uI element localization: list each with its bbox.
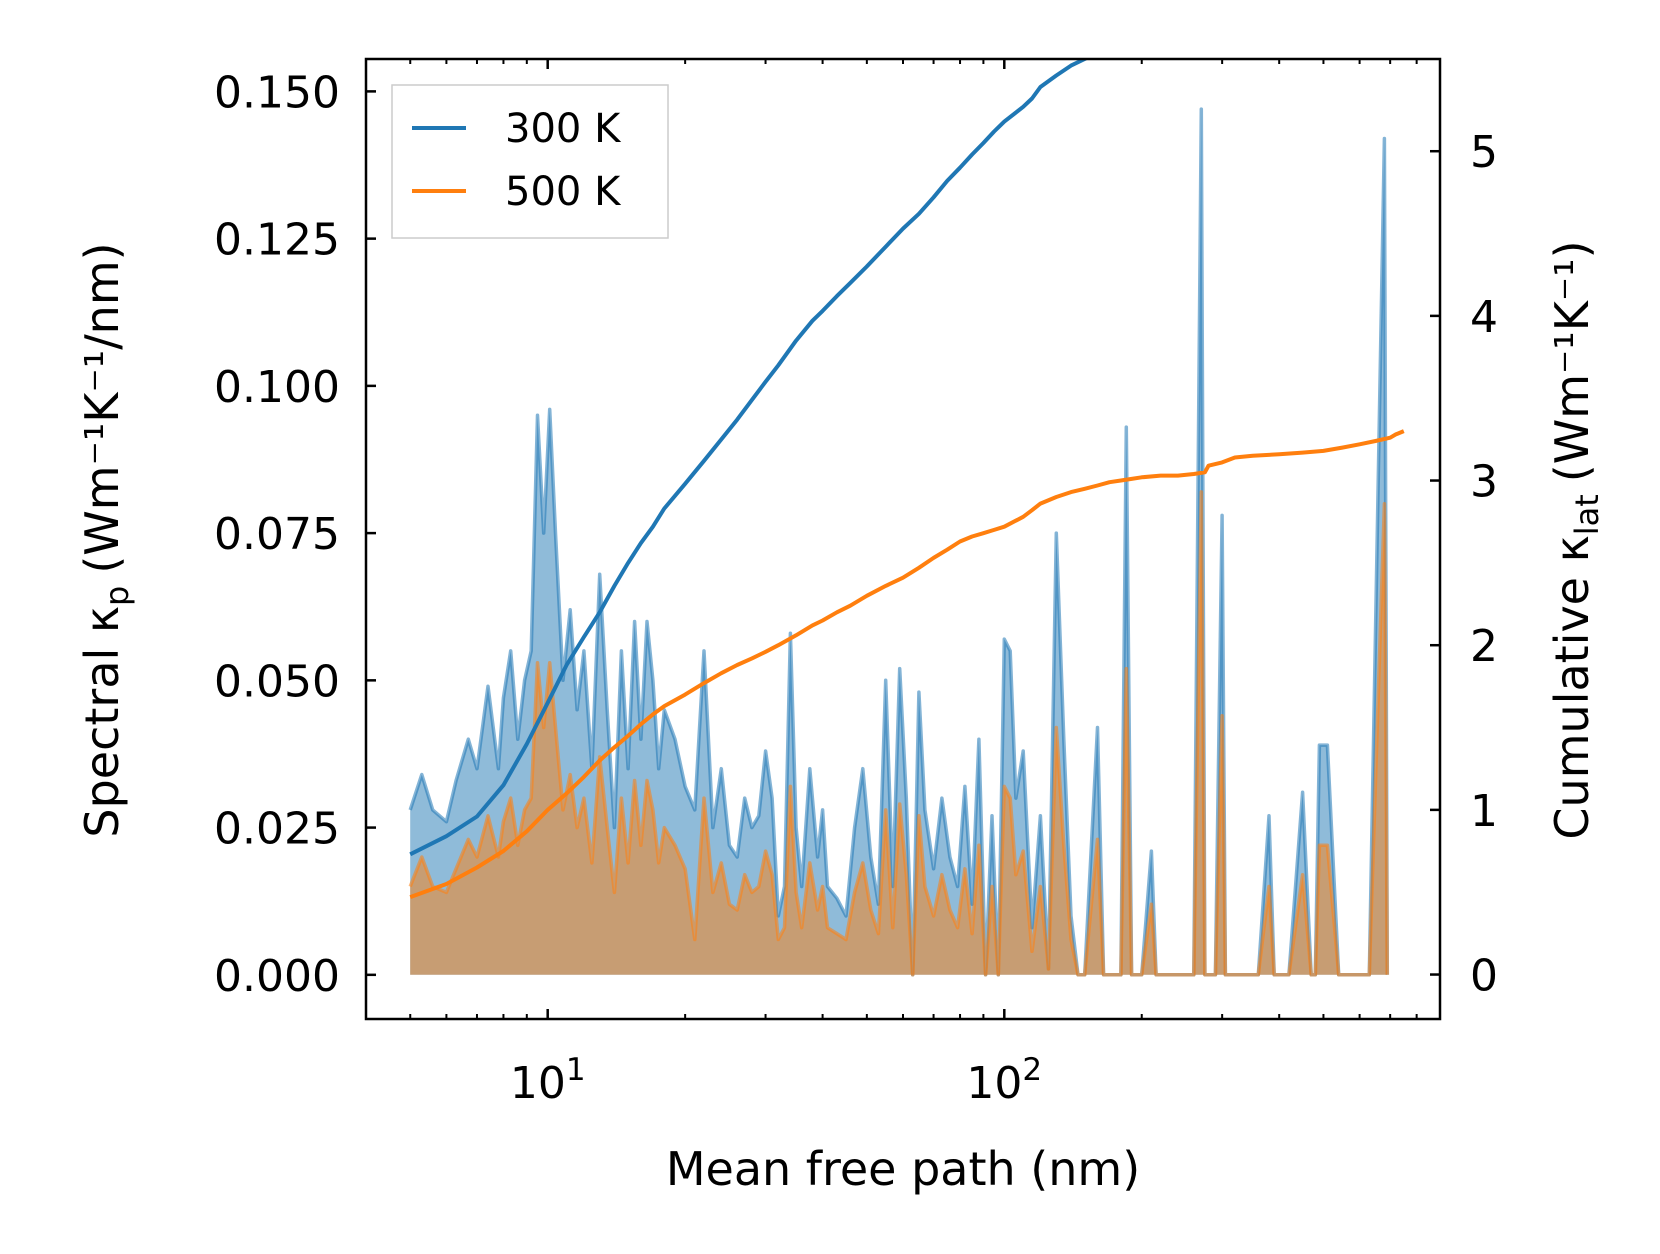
- legend-label-300k: 300 K: [505, 106, 622, 152]
- y-left-tick-label: 0.000: [214, 951, 340, 1002]
- spectral-fills: [408, 107, 1390, 977]
- y-right-tick-label: 2: [1470, 621, 1498, 672]
- y-left-tick-label: 0.150: [214, 67, 340, 118]
- spectral-line-500k: [408, 490, 1390, 977]
- y-right-tick-label: 5: [1470, 127, 1498, 178]
- y-left-title-sub: p: [98, 586, 136, 606]
- cumulative-line-500k: [409, 429, 1405, 899]
- x-axis-title: Mean free path (nm): [666, 1142, 1140, 1196]
- y-left-title-units: (Wm⁻¹K⁻¹/nm): [75, 242, 129, 573]
- spectral-area-300k: [410, 109, 1388, 975]
- y-left-tick-label: 0.100: [214, 362, 340, 413]
- legend-box: [391, 84, 669, 239]
- y-axis-right-title: Cumulative κlat (Wm⁻¹K⁻¹): [1545, 240, 1606, 839]
- cumulative-lines: [409, 59, 1405, 899]
- y-axis-left-title: Spectral κp (Wm⁻¹K⁻¹/nm): [75, 242, 136, 837]
- y-right-title-sub: lat: [1568, 494, 1606, 535]
- y-left-tick-label: 0.075: [214, 509, 340, 560]
- y-left-tick-label: 0.025: [214, 804, 340, 855]
- legend: 300 K 500 K: [391, 84, 669, 239]
- x-tick-label: 101: [510, 1052, 586, 1109]
- y-left-tick-label: 0.125: [214, 215, 340, 266]
- y-right-title-units: (Wm⁻¹K⁻¹): [1545, 240, 1599, 482]
- y-right-tick-label: 3: [1470, 457, 1498, 508]
- y-left-title-prefix: Spectral κ: [75, 606, 129, 838]
- y-right-tick-label: 4: [1470, 292, 1498, 343]
- cumulative-line-300k: [409, 59, 1090, 857]
- spectral-line-300k: [408, 107, 1390, 977]
- legend-label-500k: 500 K: [505, 169, 622, 215]
- y-left-tick-label: 0.050: [214, 656, 340, 707]
- tick-labels: 101 1020.0000.0250.0500.0750.1000.1250.15…: [214, 67, 1498, 1109]
- plot-frame: [364, 57, 1442, 1021]
- y-right-title-prefix: Cumulative κ: [1545, 535, 1599, 839]
- x-tick-label: 102: [966, 1052, 1042, 1109]
- plot-area: [408, 59, 1405, 977]
- y-right-tick-label: 0: [1470, 951, 1498, 1002]
- spectral-area-500k: [410, 491, 1388, 975]
- y-right-tick-label: 1: [1470, 786, 1498, 837]
